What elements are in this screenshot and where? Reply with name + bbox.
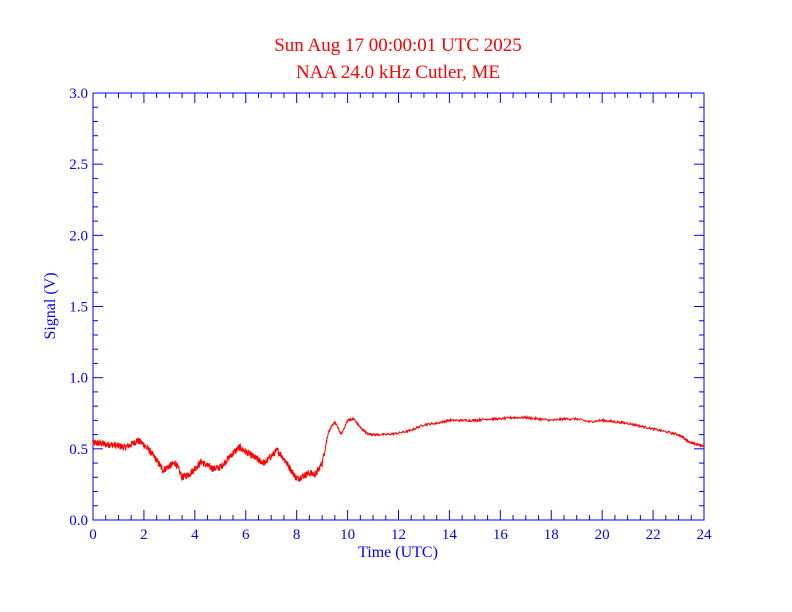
y-tick-label: 0.5	[69, 442, 88, 458]
x-tick-label: 20	[595, 527, 610, 543]
series-group	[92, 415, 705, 483]
axes	[92, 92, 705, 521]
x-tick-label: 14	[442, 527, 458, 543]
y-tick-label: 0.0	[69, 513, 88, 529]
x-tick-label: 0	[89, 527, 97, 543]
x-axis-label: Time (UTC)	[358, 544, 438, 561]
y-tick-label: 1.0	[69, 371, 88, 387]
chart-subtitle: NAA 24.0 kHz Cutler, ME	[296, 62, 500, 83]
x-tick-label: 4	[191, 527, 199, 543]
y-tick-label: 1.5	[69, 300, 88, 316]
x-tick-label: 6	[242, 527, 250, 543]
series-line-0	[92, 415, 705, 483]
x-tick-label: 12	[391, 527, 406, 543]
x-tick-label: 8	[293, 527, 301, 543]
chart-title: Sun Aug 17 00:00:01 UTC 2025	[274, 35, 522, 56]
y-axis-label: Signal (V)	[42, 272, 59, 339]
tick-labels: 0 2 4 6 8 10 12 14 16 18 20 22 240.00.51.01.52.02.53…	[69, 86, 712, 543]
x-tick-label: 18	[544, 527, 559, 543]
x-tick-label: 10	[340, 527, 355, 543]
y-tick-label: 2.0	[69, 228, 88, 244]
x-tick-label: 24	[697, 527, 713, 543]
y-tick-label: 2.5	[69, 157, 88, 173]
y-tick-label: 3.0	[69, 86, 88, 102]
x-tick-label: 22	[646, 527, 661, 543]
plot-frame	[92, 92, 705, 521]
x-tick-label: 2	[140, 527, 148, 543]
x-tick-label: 16	[493, 527, 509, 543]
